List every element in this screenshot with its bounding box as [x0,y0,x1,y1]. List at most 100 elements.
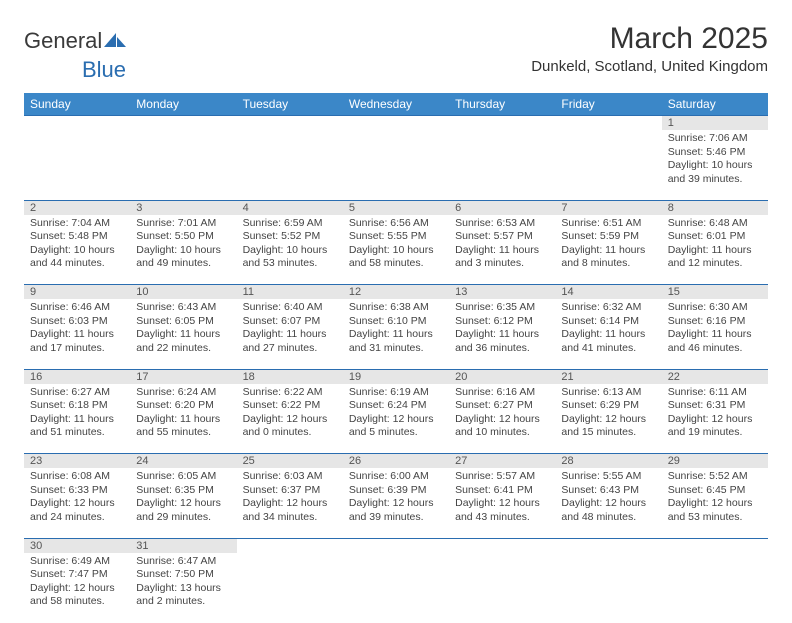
sunset-line: Sunset: 6:12 PM [455,315,549,329]
day-details-cell [24,130,130,200]
daylight-line: Daylight: 11 hours and 31 minutes. [349,328,443,355]
day-number-cell: 23 [24,454,130,469]
day-number-cell [343,538,449,553]
day-details-cell: Sunrise: 6:00 AMSunset: 6:39 PMDaylight:… [343,468,449,538]
day-number-cell: 19 [343,369,449,384]
sunrise-line: Sunrise: 6:51 AM [561,217,655,231]
day-details-cell [555,130,661,200]
day-details-cell: Sunrise: 6:19 AMSunset: 6:24 PMDaylight:… [343,384,449,454]
day-number-cell [130,116,236,131]
sunset-line: Sunset: 6:01 PM [668,230,762,244]
brand-logo: General [24,22,126,54]
details-row: Sunrise: 6:08 AMSunset: 6:33 PMDaylight:… [24,468,768,538]
sunset-line: Sunset: 7:47 PM [30,568,124,582]
sunrise-line: Sunrise: 6:49 AM [30,555,124,569]
day-number-cell: 27 [449,454,555,469]
day-details-cell: Sunrise: 6:56 AMSunset: 5:55 PMDaylight:… [343,215,449,285]
location-line: Dunkeld, Scotland, United Kingdom [531,58,768,75]
day-number-cell [449,116,555,131]
daylight-line: Daylight: 12 hours and 53 minutes. [668,497,762,524]
day-details-cell: Sunrise: 5:52 AMSunset: 6:45 PMDaylight:… [662,468,768,538]
daylight-line: Daylight: 10 hours and 58 minutes. [349,244,443,271]
day-number-cell: 24 [130,454,236,469]
daylight-line: Daylight: 10 hours and 49 minutes. [136,244,230,271]
sunset-line: Sunset: 7:50 PM [136,568,230,582]
sunset-line: Sunset: 6:03 PM [30,315,124,329]
sunrise-line: Sunrise: 6:40 AM [243,301,337,315]
daylight-line: Daylight: 10 hours and 44 minutes. [30,244,124,271]
daylight-line: Daylight: 12 hours and 58 minutes. [30,582,124,609]
day-details-cell: Sunrise: 6:49 AMSunset: 7:47 PMDaylight:… [24,553,130,623]
daylight-line: Daylight: 12 hours and 39 minutes. [349,497,443,524]
sunset-line: Sunset: 6:43 PM [561,484,655,498]
weekday-header: Tuesday [237,93,343,116]
day-details-cell [343,130,449,200]
sunset-line: Sunset: 6:05 PM [136,315,230,329]
sunrise-line: Sunrise: 5:52 AM [668,470,762,484]
day-number-cell: 26 [343,454,449,469]
sunrise-line: Sunrise: 6:46 AM [30,301,124,315]
sunrise-line: Sunrise: 6:16 AM [455,386,549,400]
day-details-cell: Sunrise: 6:32 AMSunset: 6:14 PMDaylight:… [555,299,661,369]
sunrise-line: Sunrise: 6:08 AM [30,470,124,484]
sunrise-line: Sunrise: 6:03 AM [243,470,337,484]
daylight-line: Daylight: 12 hours and 48 minutes. [561,497,655,524]
sunset-line: Sunset: 6:16 PM [668,315,762,329]
daylight-line: Daylight: 11 hours and 8 minutes. [561,244,655,271]
details-row: Sunrise: 7:06 AMSunset: 5:46 PMDaylight:… [24,130,768,200]
daylight-line: Daylight: 11 hours and 3 minutes. [455,244,549,271]
daylight-line: Daylight: 12 hours and 43 minutes. [455,497,549,524]
day-details-cell: Sunrise: 6:47 AMSunset: 7:50 PMDaylight:… [130,553,236,623]
day-details-cell: Sunrise: 5:57 AMSunset: 6:41 PMDaylight:… [449,468,555,538]
day-number-cell: 12 [343,285,449,300]
day-details-cell: Sunrise: 6:03 AMSunset: 6:37 PMDaylight:… [237,468,343,538]
day-number-cell: 14 [555,285,661,300]
sunrise-line: Sunrise: 5:55 AM [561,470,655,484]
day-details-cell: Sunrise: 6:40 AMSunset: 6:07 PMDaylight:… [237,299,343,369]
day-number-cell: 20 [449,369,555,384]
daylight-line: Daylight: 12 hours and 34 minutes. [243,497,337,524]
daynum-row: 23242526272829 [24,454,768,469]
day-details-cell [237,553,343,623]
day-details-cell [343,553,449,623]
day-number-cell: 21 [555,369,661,384]
day-number-cell: 15 [662,285,768,300]
day-details-cell: Sunrise: 6:08 AMSunset: 6:33 PMDaylight:… [24,468,130,538]
weekday-header: Sunday [24,93,130,116]
day-number-cell: 13 [449,285,555,300]
sunrise-line: Sunrise: 6:22 AM [243,386,337,400]
sunset-line: Sunset: 6:07 PM [243,315,337,329]
daynum-row: 16171819202122 [24,369,768,384]
sunset-line: Sunset: 6:45 PM [668,484,762,498]
day-details-cell: Sunrise: 6:22 AMSunset: 6:22 PMDaylight:… [237,384,343,454]
sunset-line: Sunset: 6:22 PM [243,399,337,413]
sunset-line: Sunset: 6:37 PM [243,484,337,498]
sunrise-line: Sunrise: 6:53 AM [455,217,549,231]
weekday-header: Monday [130,93,236,116]
day-details-cell: Sunrise: 6:43 AMSunset: 6:05 PMDaylight:… [130,299,236,369]
day-details-cell: Sunrise: 6:27 AMSunset: 6:18 PMDaylight:… [24,384,130,454]
sunset-line: Sunset: 6:41 PM [455,484,549,498]
sunset-line: Sunset: 5:59 PM [561,230,655,244]
sunset-line: Sunset: 5:46 PM [668,146,762,160]
day-details-cell [130,130,236,200]
day-number-cell: 1 [662,116,768,131]
day-details-cell: Sunrise: 6:51 AMSunset: 5:59 PMDaylight:… [555,215,661,285]
day-details-cell: Sunrise: 6:16 AMSunset: 6:27 PMDaylight:… [449,384,555,454]
daylight-line: Daylight: 12 hours and 15 minutes. [561,413,655,440]
day-number-cell [343,116,449,131]
sunset-line: Sunset: 5:50 PM [136,230,230,244]
day-number-cell: 25 [237,454,343,469]
daylight-line: Daylight: 12 hours and 10 minutes. [455,413,549,440]
day-number-cell [555,538,661,553]
daylight-line: Daylight: 13 hours and 2 minutes. [136,582,230,609]
sunset-line: Sunset: 6:18 PM [30,399,124,413]
sail-icon [104,29,126,55]
sunset-line: Sunset: 6:39 PM [349,484,443,498]
day-number-cell: 6 [449,200,555,215]
sunrise-line: Sunrise: 6:19 AM [349,386,443,400]
day-number-cell: 10 [130,285,236,300]
sunset-line: Sunset: 6:20 PM [136,399,230,413]
daynum-row: 1 [24,116,768,131]
title-block: March 2025 Dunkeld, Scotland, United Kin… [531,22,768,75]
